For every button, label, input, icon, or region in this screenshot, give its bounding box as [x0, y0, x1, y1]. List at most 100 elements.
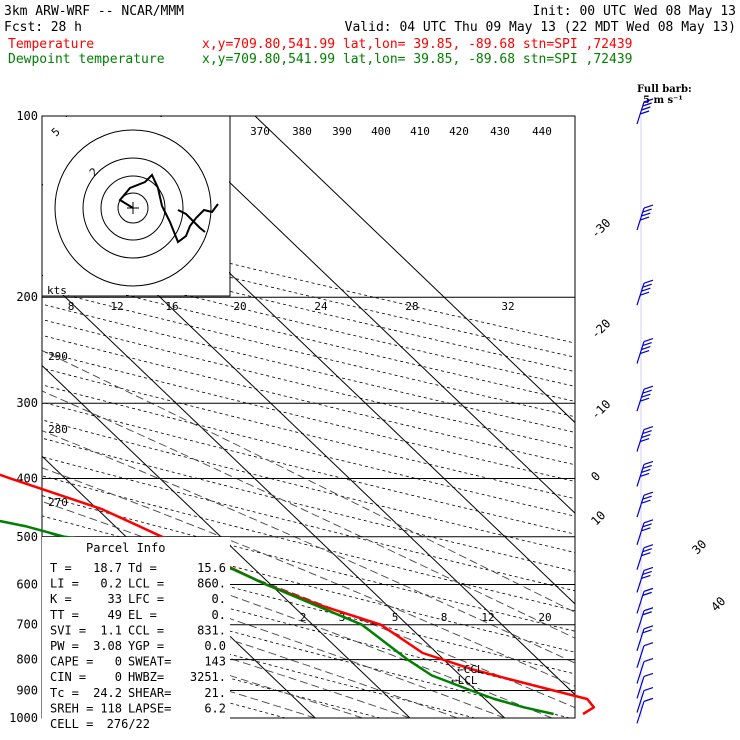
- parcel-key: K =: [50, 592, 72, 606]
- parcel-info-box: [42, 537, 230, 726]
- plot-layer: 1002003004005006007008009001000-80-70-60…: [0, 98, 728, 725]
- ccl-label: ←CCL: [457, 663, 484, 676]
- theta-label: 370: [250, 125, 270, 138]
- parcel-key: YGP =: [128, 639, 164, 653]
- mixing-ratio-label: 32: [501, 300, 514, 313]
- wind-barb: [636, 697, 654, 724]
- mixing-ratio-label: 5: [392, 611, 399, 624]
- pressure-tick-label: 600: [16, 577, 38, 591]
- temperature-tick-label: 10: [588, 508, 608, 528]
- pressure-tick-label: 800: [16, 653, 38, 667]
- parcel-value: 860.: [197, 577, 226, 591]
- moist-adiabat: [42, 579, 458, 718]
- theta-label: 390: [332, 125, 352, 138]
- hodograph-ring: [54, 129, 212, 287]
- dry-adiabat: [42, 579, 570, 718]
- parcel-value: 3.08: [93, 639, 122, 653]
- mixing-ratio-label: 8: [441, 611, 448, 624]
- fcst-label: Fcst:: [4, 20, 43, 35]
- mixing-ratio-label: 12: [110, 300, 123, 313]
- parcel-value: 118: [100, 701, 122, 715]
- theta-label: 380: [292, 125, 312, 138]
- theta-label: 410: [410, 125, 430, 138]
- parcel-value: 15.6: [197, 561, 226, 575]
- theta-label: 400: [371, 125, 391, 138]
- parcel-value: 18.7: [93, 561, 122, 575]
- mixing-ratio-label: 2: [300, 611, 307, 624]
- parcel-key: T =: [50, 561, 72, 575]
- dewpoint-legend: Dewpoint temperature: [8, 52, 165, 67]
- wind-barb: [636, 642, 654, 668]
- parcel-key: EL =: [128, 608, 157, 622]
- parcel-key: LFC =: [128, 592, 164, 606]
- parcel-key: Tc =: [50, 686, 79, 700]
- parcel-value: 0.0: [204, 639, 226, 653]
- temperature-location: x,y=709.80,541.99 lat,lon= 39.85, -89.68…: [202, 37, 632, 52]
- parcel-key: LCL =: [128, 577, 164, 591]
- parcel-key: CCL =: [128, 623, 164, 637]
- mixing-ratio-label: 20: [538, 611, 551, 624]
- wind-barb: [636, 279, 654, 306]
- parcel-value: 0.: [212, 608, 226, 622]
- valid-time: Valid: 04 UTC Thu 09 May 13 (22 MDT Wed …: [345, 20, 736, 35]
- wind-barb: [636, 687, 654, 713]
- wind-barb: [636, 204, 654, 231]
- dewpoint-profile: [0, 519, 554, 716]
- lcl-label: ←LCL: [451, 674, 478, 687]
- hodograph-ring: [100, 175, 166, 241]
- temperature-tick-label: -10: [588, 397, 613, 422]
- model-title: 3km ARW-WRF -- NCAR/MMM: [4, 4, 184, 19]
- parcel-value: 143: [204, 655, 226, 669]
- parcel-info-title: Parcel Info: [86, 541, 165, 555]
- parcel-value: 3251.: [190, 670, 226, 684]
- pressure-tick-label: 900: [16, 683, 38, 697]
- wind-barb: [636, 566, 654, 593]
- hodograph-ring: [82, 157, 184, 259]
- init-time: Init: 00 UTC Wed 08 May 13: [533, 4, 737, 19]
- parcel-value: 0.2: [100, 577, 122, 591]
- parcel-value: 21.: [204, 686, 226, 700]
- pressure-tick-label: 1000: [9, 711, 38, 725]
- wind-barb: [636, 460, 654, 487]
- parcel-key: CELL =: [50, 717, 93, 731]
- parcel-info-rows: T = 18.7 Td = 15.6 LI = 0.2 LCL = 860. K = 33 LFC …: [50, 561, 226, 731]
- isotherm: [42, 364, 411, 718]
- parcel-value: 0: [115, 655, 122, 669]
- barb-legend-line1: Full barb:: [637, 84, 692, 95]
- dewpoint-location: x,y=709.80,541.99 lat,lon= 39.85, -89.68…: [202, 52, 632, 67]
- dry-adiabat: [42, 437, 575, 572]
- theta-label: 440: [532, 125, 552, 138]
- theta-label: 290: [48, 350, 68, 363]
- wind-barb: [636, 672, 654, 699]
- theta-label: 270: [48, 496, 68, 509]
- mixing-ratio-label: 20: [233, 300, 246, 313]
- parcel-value: 831.: [197, 623, 226, 637]
- mixing-ratio-label: 28: [405, 300, 418, 313]
- theta-label: 420: [449, 125, 469, 138]
- hodograph-frame: [41, 115, 231, 297]
- moist-adiabat: [42, 530, 553, 718]
- plot-frame: [41, 115, 576, 719]
- barb-legend-line2: 5 m s⁻¹: [643, 95, 683, 106]
- parcel-value: 0: [115, 670, 122, 684]
- fcst-value: 28 h: [51, 20, 82, 35]
- dry-adiabat: [42, 334, 575, 466]
- wind-barb: [636, 98, 654, 125]
- parcel-key: SREH =: [50, 701, 93, 715]
- parcel-key: LAPSE=: [128, 701, 171, 715]
- mixing-ratio-label: 8: [68, 300, 75, 313]
- hodograph-box: [43, 117, 229, 295]
- parcel-value: 24.2: [93, 686, 122, 700]
- isotherm: [254, 116, 575, 424]
- hodograph-ring: [117, 192, 149, 224]
- dry-adiabat: [42, 602, 475, 718]
- pressure-tick-label: 700: [16, 618, 38, 632]
- temperature-tick-label: -20: [588, 316, 613, 341]
- parcel-key: LI =: [50, 577, 79, 591]
- parcel-key: SHEAR=: [128, 686, 171, 700]
- dry-adiabat: [42, 303, 575, 433]
- wind-barb: [636, 491, 654, 518]
- pressure-tick-label: 100: [16, 109, 38, 123]
- pressure-tick-label: 500: [16, 530, 38, 544]
